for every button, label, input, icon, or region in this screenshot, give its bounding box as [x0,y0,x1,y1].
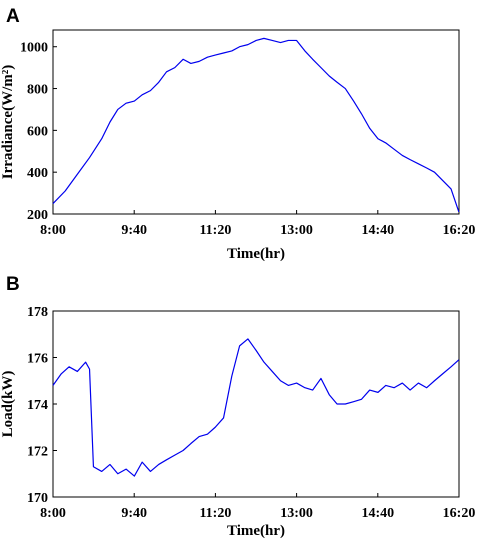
irradiance-line [52,37,460,213]
x-tick-label: 13:00 [280,223,313,238]
panel-label-b: B [6,274,20,295]
y-axis-title-b: Load(kW) [0,371,16,438]
x-tick-label: 9:40 [121,223,147,238]
y-tick-label: 600 [27,124,48,139]
x-tick-label: 11:20 [199,506,231,521]
y-tick-label: 176 [27,352,48,367]
x-tick-label: 8:00 [40,506,66,521]
x-tick-label: 9:40 [121,506,147,521]
plot-frame-a [52,29,460,215]
panel-b-chart: 8:00 9:40 11:20 13:00 14:40 16:20 17017217417… [0,305,475,539]
y-tick-label: 800 [27,83,48,98]
panel-a-chart: 8:00 9:40 11:20 13:00 14:40 16:20 200 400 600 80… [0,29,475,262]
x-axis-title-a: Time(hr) [227,246,285,262]
x-tick-label: 8:00 [40,223,66,238]
x-tick-label: 13:00 [280,506,313,521]
y-tick-label: 174 [27,398,48,413]
x-tick-label: 16:20 [443,223,476,238]
x-tick-labels-a: 8:00 9:40 11:20 13:00 14:40 16:20 [40,223,475,238]
x-tick-label: 16:20 [443,506,476,521]
y-tick-labels-b: 170 172 174 176 178 [27,305,48,506]
x-tick-label: 14:40 [361,223,394,238]
y-tick-label: 170 [27,491,48,506]
tick-marks-b [52,310,460,498]
y-tick-label: 200 [27,208,48,223]
y-tick-label: 178 [27,305,48,320]
x-tick-labels-b: 8:00 9:40 11:20 13:00 14:40 16:20 [40,506,475,521]
y-axis-title-a: Irradiance(W/m²) [0,65,16,179]
y-tick-label: 172 [27,445,48,460]
tick-marks-a [52,46,460,215]
y-tick-label: 1000 [20,41,48,56]
x-axis-title-b: Time(hr) [227,523,285,539]
x-tick-label: 11:20 [199,223,231,238]
y-tick-label: 400 [27,166,48,181]
panel-label-a: A [6,6,20,27]
load-line [52,338,460,477]
x-tick-label: 14:40 [361,506,394,521]
y-tick-labels-a: 200 400 600 800 1000 [20,41,48,223]
